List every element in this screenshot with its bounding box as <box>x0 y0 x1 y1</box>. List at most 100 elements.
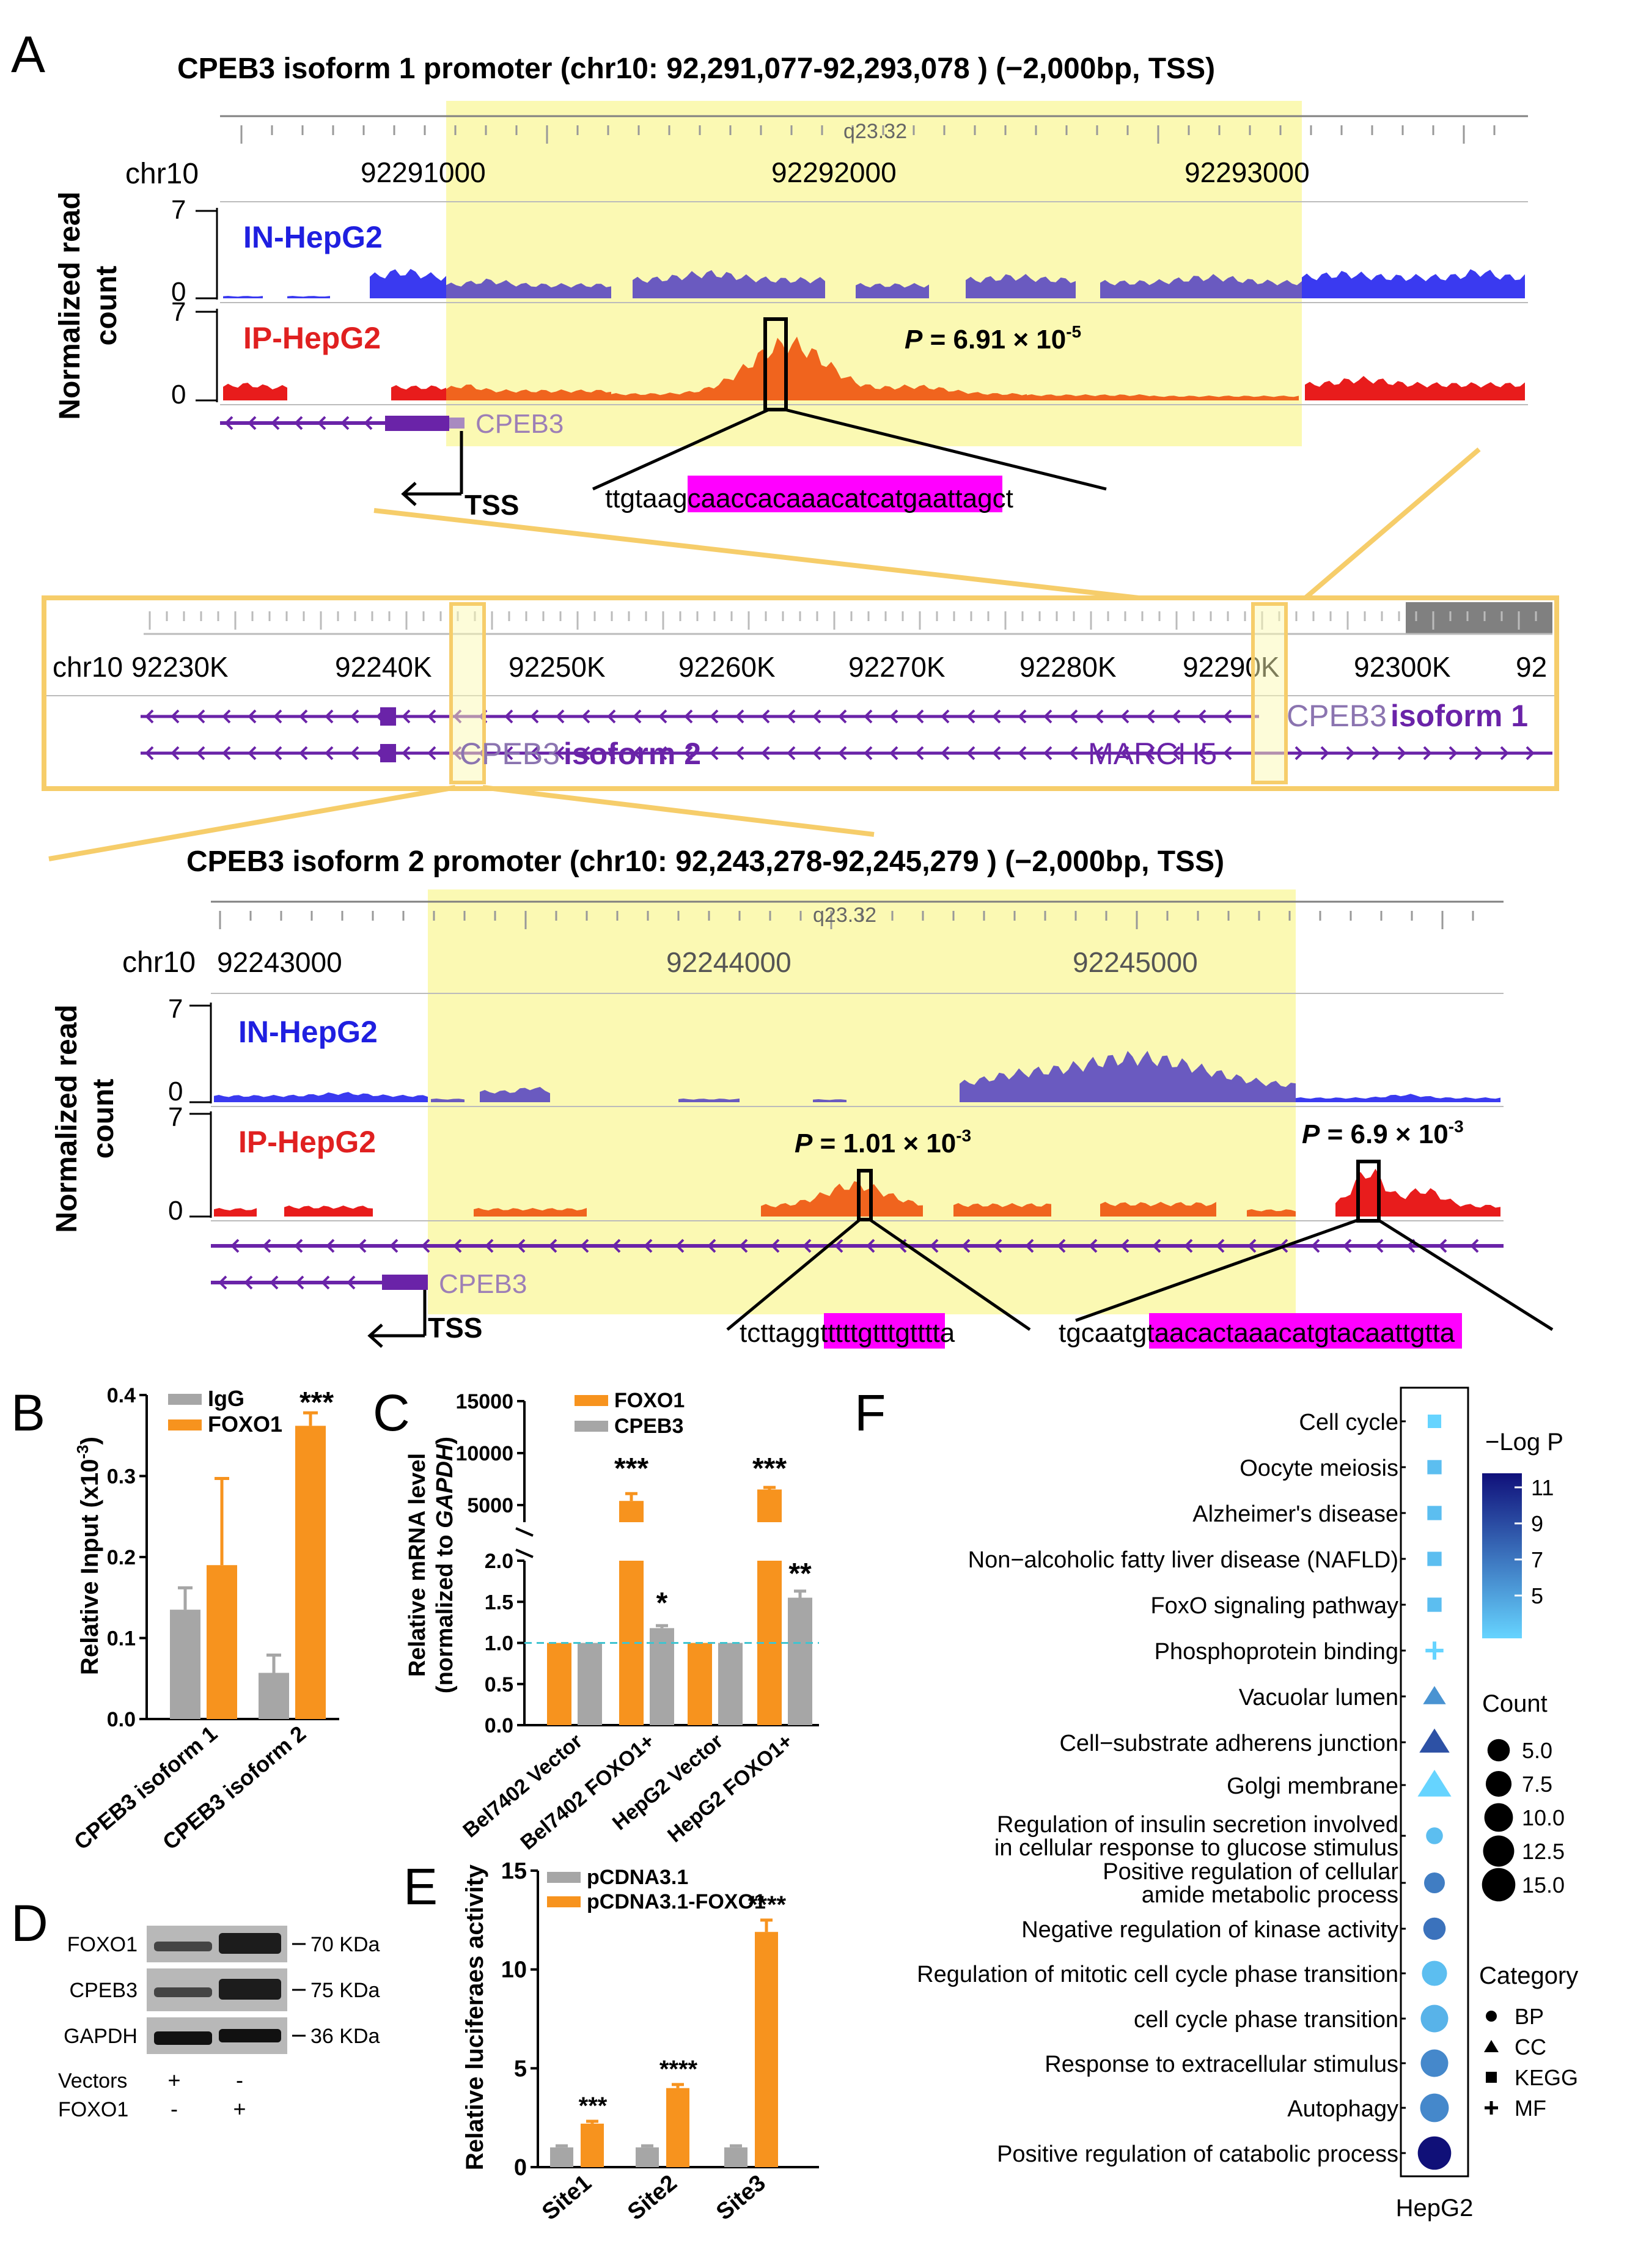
strand-arrow-icon <box>299 709 308 724</box>
y-tick-label: 0 <box>514 2155 527 2181</box>
term-label: Negative regulation of kinase activity <box>1021 1917 1398 1943</box>
legend-label: IgG <box>208 1386 244 1411</box>
strand-arrow-icon <box>1043 746 1052 760</box>
significance-label: **** <box>748 1891 787 1918</box>
blot-band <box>154 1987 212 1997</box>
y-tick-label: 1.5 <box>485 1591 513 1614</box>
bottom-tick-3: 92245000 <box>1073 946 1198 978</box>
strand-arrow-icon <box>1069 746 1078 760</box>
strand-arrow-icon <box>1197 709 1206 724</box>
overview-tick-label: 92270K <box>848 651 946 683</box>
overview-chrom-label: chr10 <box>53 651 123 683</box>
y-tick-label: 0.0 <box>485 1714 513 1737</box>
x-tick-label: CPEB3 isoform 1 <box>69 1721 222 1855</box>
bottom-promoter-title: CPEB3 isoform 2 promoter (chr10: 92,243,… <box>186 845 1224 878</box>
blot-row-label: FOXO1 <box>67 1933 138 1956</box>
bar-series-0 <box>636 2147 659 2167</box>
strand-arrow-icon <box>992 746 1001 760</box>
legend-swatch <box>575 1421 608 1432</box>
bottom-motif-highlight-2 <box>1149 1313 1462 1349</box>
strand-arrow-icon <box>1295 746 1304 760</box>
y-axis-title-part: ) <box>432 1437 458 1445</box>
panel-label-c: C <box>373 1384 410 1441</box>
strand-arrow-icon <box>581 709 590 724</box>
bar-series-0 <box>724 2147 747 2167</box>
top-gene-strand-arrows <box>224 416 373 430</box>
strand-arrow-icon <box>658 746 667 760</box>
strand-arrow-icon <box>941 709 950 724</box>
term-label: Regulation of insulin secretion involved… <box>994 1812 1398 1861</box>
panel-d-western-blot: FOXO1 70 KDa CPEB3 75 KDa GAPDH 36 KDa Vectors… <box>58 1926 380 2121</box>
colorbar-tick-label: 5 <box>1531 1583 1543 1608</box>
term-label: Positive regulation of catabolic process <box>997 2141 1398 2167</box>
panel-label-b: B <box>11 1384 45 1441</box>
y-tick-label: 10 <box>501 1957 527 1983</box>
strand-arrow-icon <box>1423 746 1432 760</box>
strand-arrow-icon <box>1470 1239 1479 1253</box>
y-tick-label: 0.4 <box>107 1384 136 1407</box>
bar-igg <box>170 1610 200 1719</box>
strand-arrow-icon <box>633 746 642 760</box>
strand-arrow-icon <box>1474 746 1483 760</box>
term-marker-mf <box>1425 1641 1444 1660</box>
strand-arrow-icon <box>248 416 257 430</box>
legend-swatch <box>168 1419 202 1430</box>
strand-arrow-icon <box>941 746 950 760</box>
panel-c-chart: 0.0 0.5 1.0 1.5 2.0 5000 10000 15000 Relative mR… <box>405 1389 819 1855</box>
strand-arrow-icon <box>222 709 231 724</box>
strand-arrow-icon <box>248 746 257 760</box>
y-tick-label: 2.0 <box>485 1550 513 1573</box>
y-tick-label: 5000 <box>467 1494 513 1517</box>
strand-arrow-icon <box>1120 746 1129 760</box>
top-tick-2: 92292000 <box>771 156 897 188</box>
overview-tick-label: 92240K <box>335 651 432 683</box>
axis-break-icon <box>515 1527 534 1537</box>
condition-value: - <box>171 2096 178 2121</box>
strand-arrow-icon <box>787 709 796 724</box>
y-axis-title-line2: (normalized to GAPDH) <box>432 1437 458 1693</box>
term-marker-bp <box>1417 2136 1452 2170</box>
strand-arrow-icon <box>556 746 565 760</box>
term-marker-bp <box>1422 1961 1447 1986</box>
term-marker-cc <box>1419 1728 1450 1753</box>
panel-label-e: E <box>403 1858 438 1915</box>
y-tick-label: 5 <box>514 2056 527 2082</box>
strand-arrow-icon <box>761 709 770 724</box>
y-axis-title-line1: Relative mRNA level <box>405 1453 430 1677</box>
strand-arrow-icon <box>684 709 693 724</box>
legend-swatch <box>575 1395 608 1406</box>
bottom-motif-highlight-1 <box>824 1313 945 1349</box>
strand-arrow-icon <box>1449 746 1458 760</box>
top-tss-arrow-icon <box>401 482 417 506</box>
strand-arrow-icon <box>710 746 719 760</box>
strand-arrow-icon <box>580 1239 589 1253</box>
condition-value: - <box>236 2067 243 2093</box>
term-label-line: Golgi membrane <box>1227 1773 1398 1799</box>
bottom-ip-ymin: 0 <box>168 1196 183 1226</box>
strand-arrow-icon <box>556 709 565 724</box>
strand-arrow-icon <box>1343 1239 1352 1253</box>
category-legend-label: BP <box>1515 2004 1544 2029</box>
overview-iso2-gene: CPEB3 isoform 2 <box>460 737 701 771</box>
panel-label-f: F <box>854 1384 886 1441</box>
blot-band <box>219 2029 281 2042</box>
strand-arrow-icon <box>710 709 719 724</box>
strand-arrow-icon <box>145 709 154 724</box>
y-tick-label: 0.2 <box>107 1546 136 1569</box>
significance-label: **** <box>659 2056 698 2083</box>
strand-arrow-icon <box>530 746 539 760</box>
strand-arrow-icon <box>1120 1239 1129 1253</box>
overview-iso2-promoter-box <box>449 602 486 784</box>
legend-swatch <box>168 1394 202 1405</box>
strand-arrow-icon <box>453 1239 462 1253</box>
term-label: cell cycle phase transition <box>1134 2007 1398 2033</box>
strand-arrow-icon <box>915 709 924 724</box>
term-label-line: Negative regulation of kinase activity <box>1021 1917 1398 1943</box>
term-label-line: cell cycle phase transition <box>1134 2007 1398 2033</box>
bar-cpeb3 <box>578 1643 602 1725</box>
top-chrom-label: chr10 <box>125 158 199 190</box>
term-marker-bp <box>1420 2005 1449 2033</box>
strand-arrow-icon <box>530 709 539 724</box>
bar-series-1 <box>581 2123 604 2167</box>
condition-value: + <box>167 2067 180 2093</box>
